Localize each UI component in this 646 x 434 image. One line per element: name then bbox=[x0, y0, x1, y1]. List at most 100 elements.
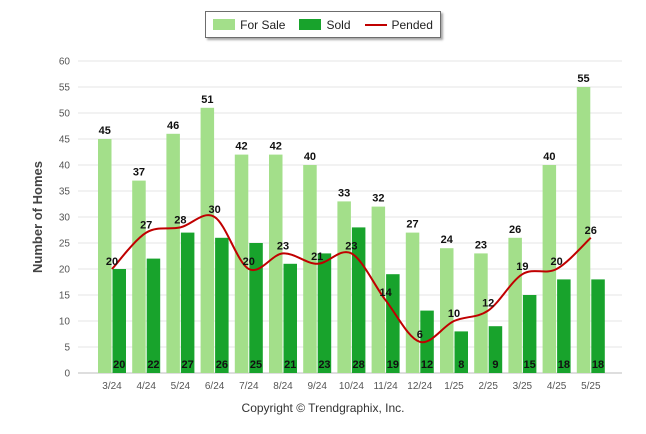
for-sale-swatch bbox=[213, 19, 236, 30]
x-tick-label: 3/24 bbox=[102, 381, 122, 392]
pended-value-label: 14 bbox=[379, 287, 392, 299]
bar-sold bbox=[180, 232, 195, 373]
for-sale-value-label: 45 bbox=[99, 125, 111, 137]
for-sale-value-label: 46 bbox=[167, 120, 179, 132]
bar-for-sale bbox=[440, 248, 454, 373]
bar-sold bbox=[283, 263, 297, 373]
bar-for-sale bbox=[132, 180, 146, 373]
y-tick-label: 10 bbox=[59, 317, 71, 328]
y-tick-label: 50 bbox=[59, 109, 71, 120]
pended-value-label: 20 bbox=[106, 256, 118, 268]
for-sale-value-label: 51 bbox=[201, 94, 213, 106]
sold-swatch bbox=[299, 19, 322, 30]
x-tick-label: 10/24 bbox=[339, 381, 364, 392]
bar-for-sale bbox=[303, 165, 317, 373]
bar-for-sale bbox=[576, 87, 591, 373]
bar-sold bbox=[557, 279, 571, 373]
pended-value-label: 23 bbox=[277, 240, 289, 252]
sold-value-label: 15 bbox=[524, 359, 536, 371]
bar-for-sale bbox=[337, 201, 351, 373]
sold-value-label: 23 bbox=[318, 359, 330, 371]
pended-value-label: 6 bbox=[417, 329, 423, 341]
x-tick-label: 11/24 bbox=[373, 381, 398, 392]
y-tick-label: 20 bbox=[59, 265, 71, 276]
bar-for-sale bbox=[508, 237, 522, 373]
sold-value-label: 26 bbox=[216, 359, 228, 371]
bar-sold bbox=[386, 274, 400, 373]
bar-for-sale bbox=[405, 232, 420, 373]
for-sale-value-label: 33 bbox=[338, 187, 350, 199]
legend-label-pended: Pended bbox=[391, 17, 433, 32]
for-sale-value-label: 40 bbox=[304, 151, 316, 163]
for-sale-value-label: 24 bbox=[441, 234, 454, 246]
y-axis-title: Number of Homes bbox=[30, 161, 45, 273]
bar-sold bbox=[454, 331, 468, 373]
sold-value-label: 28 bbox=[353, 359, 365, 371]
pended-value-label: 26 bbox=[585, 225, 597, 237]
copyright-footer: Copyright © Trendgraphix, Inc. bbox=[241, 401, 405, 415]
pended-value-label: 21 bbox=[311, 251, 323, 263]
bar-sold bbox=[591, 279, 605, 373]
y-tick-label: 30 bbox=[59, 213, 71, 224]
for-sale-value-label: 27 bbox=[406, 219, 418, 231]
sold-value-label: 18 bbox=[592, 359, 604, 371]
sold-value-label: 19 bbox=[387, 359, 399, 371]
bar-for-sale bbox=[234, 154, 249, 373]
legend-label-for-sale: For Sale bbox=[240, 17, 286, 32]
y-tick-label: 35 bbox=[59, 187, 71, 198]
x-tick-label: 5/24 bbox=[171, 381, 191, 392]
legend-item-pended[interactable]: Pended bbox=[364, 17, 433, 32]
legend-item-for-sale[interactable]: For Sale bbox=[213, 18, 285, 32]
for-sale-value-label: 42 bbox=[235, 141, 247, 153]
chart-legend: For Sale Sold Pended bbox=[205, 11, 441, 38]
sold-value-label: 8 bbox=[458, 359, 464, 371]
for-sale-value-label: 32 bbox=[372, 193, 384, 205]
x-tick-label: 6/24 bbox=[205, 381, 225, 392]
pended-swatch bbox=[364, 23, 387, 26]
x-tick-label: 4/25 bbox=[547, 381, 567, 392]
y-tick-label: 45 bbox=[59, 135, 71, 146]
y-tick-label: 25 bbox=[59, 239, 71, 250]
x-tick-label: 4/24 bbox=[136, 381, 156, 392]
x-tick-label: 7/24 bbox=[239, 381, 259, 392]
x-tick-label: 1/25 bbox=[444, 381, 464, 392]
x-tick-label: 8/24 bbox=[273, 381, 293, 392]
bar-sold bbox=[146, 258, 161, 373]
bar-for-sale bbox=[200, 107, 215, 374]
x-tick-label: 2/25 bbox=[478, 381, 498, 392]
for-sale-value-label: 40 bbox=[543, 151, 555, 163]
sold-value-label: 22 bbox=[147, 359, 159, 371]
sold-value-label: 9 bbox=[492, 359, 498, 371]
x-tick-label: 5/25 bbox=[581, 381, 601, 392]
sold-value-label: 21 bbox=[284, 359, 296, 371]
bar-sold bbox=[317, 253, 332, 373]
bar-for-sale bbox=[166, 133, 180, 373]
sold-value-label: 20 bbox=[113, 359, 125, 371]
pended-value-label: 23 bbox=[345, 240, 357, 252]
pended-value-label: 20 bbox=[243, 256, 255, 268]
bar-for-sale bbox=[98, 139, 112, 373]
pended-line bbox=[111, 214, 592, 344]
sold-value-label: 25 bbox=[250, 359, 262, 371]
legend-label-sold: Sold bbox=[326, 17, 351, 32]
sold-value-label: 12 bbox=[421, 359, 433, 371]
pended-value-label: 19 bbox=[516, 261, 528, 273]
pended-value-label: 20 bbox=[550, 256, 562, 268]
bar-for-sale bbox=[542, 165, 557, 373]
y-tick-label: 0 bbox=[64, 369, 70, 380]
pended-value-label: 30 bbox=[208, 204, 220, 216]
sold-value-label: 27 bbox=[182, 359, 194, 371]
pended-value-label: 27 bbox=[140, 220, 152, 232]
pended-value-label: 12 bbox=[482, 298, 494, 310]
legend-item-sold[interactable]: Sold bbox=[299, 17, 351, 32]
for-sale-value-label: 26 bbox=[509, 224, 521, 236]
y-tick-label: 15 bbox=[59, 291, 71, 302]
for-sale-value-label: 55 bbox=[577, 73, 589, 85]
pended-value-label: 10 bbox=[448, 308, 460, 320]
bar-sold bbox=[488, 326, 503, 373]
pended-value-label: 28 bbox=[174, 214, 186, 226]
x-tick-label: 12/24 bbox=[407, 381, 432, 392]
bar-sold bbox=[215, 237, 229, 373]
y-tick-label: 55 bbox=[59, 83, 71, 94]
